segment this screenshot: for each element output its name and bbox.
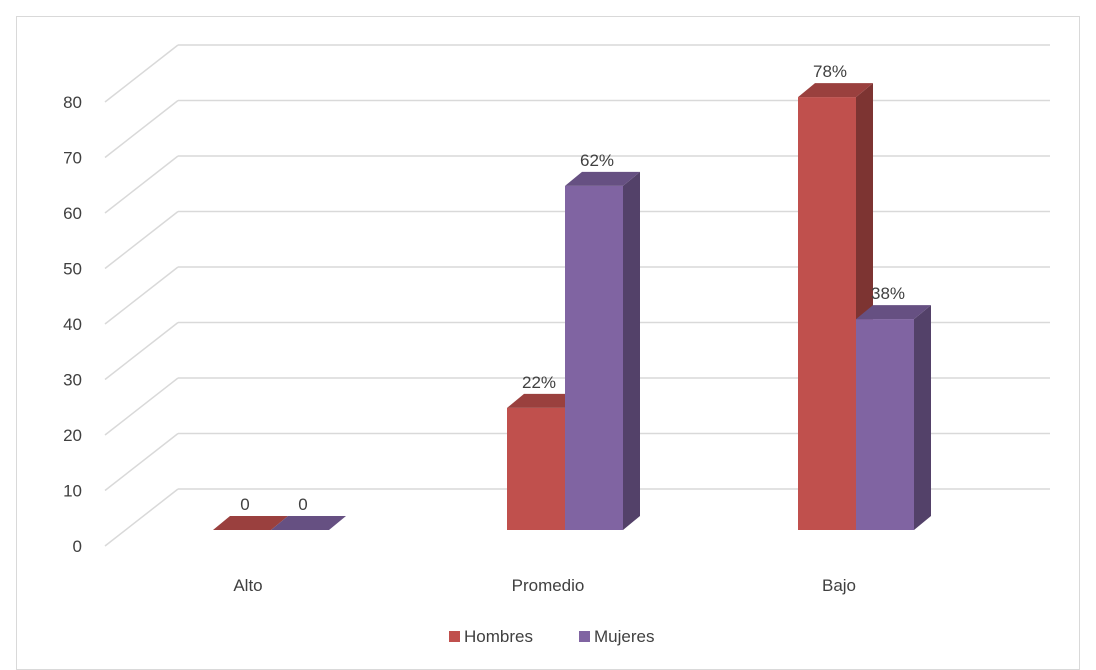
bar-top-mujeres-bajo bbox=[856, 305, 931, 320]
y-tick-label: 60 bbox=[63, 204, 82, 223]
bar-side-mujeres-promedio bbox=[623, 171, 640, 530]
gridline-diagonal bbox=[104, 99, 179, 159]
y-tick-label: 10 bbox=[63, 482, 82, 501]
legend-label-hombres: Hombres bbox=[464, 627, 533, 646]
bar-top-mujeres-promedio bbox=[565, 171, 640, 186]
bar-top-mujeres-alto bbox=[271, 516, 346, 530]
data-label: 38% bbox=[871, 284, 905, 303]
legend-swatch-hombres bbox=[449, 631, 460, 642]
data-label: 62% bbox=[580, 151, 614, 170]
y-tick-label: 50 bbox=[63, 260, 82, 279]
gridline-diagonal bbox=[104, 432, 179, 492]
data-label: 0 bbox=[298, 495, 307, 514]
y-tick-label: 40 bbox=[63, 315, 82, 334]
x-category-label: Alto bbox=[233, 576, 262, 595]
gridline-diagonal bbox=[104, 44, 179, 103]
bar-side-mujeres-bajo bbox=[914, 305, 931, 530]
data-label: 0 bbox=[240, 495, 249, 514]
gridline-diagonal bbox=[104, 321, 179, 381]
gridline-diagonal bbox=[104, 155, 179, 214]
gridline-diagonal bbox=[104, 210, 179, 270]
bar-hombres-promedio bbox=[507, 407, 565, 530]
x-category-label: Bajo bbox=[822, 576, 856, 595]
bar-top-hombres-alto bbox=[213, 516, 288, 530]
bar-mujeres-promedio bbox=[565, 185, 623, 530]
gridline-diagonal bbox=[104, 266, 179, 325]
y-tick-label: 20 bbox=[63, 426, 82, 445]
bar-top-hombres-promedio bbox=[507, 393, 582, 408]
bar-mujeres-bajo bbox=[856, 319, 914, 530]
y-tick-label: 70 bbox=[63, 149, 82, 168]
data-label: 22% bbox=[522, 373, 556, 392]
gridline-diagonal bbox=[104, 488, 179, 547]
gridline-diagonal bbox=[104, 377, 179, 436]
bar-top-hombres-bajo bbox=[798, 83, 873, 98]
x-category-label: Promedio bbox=[512, 576, 585, 595]
legend-swatch-mujeres bbox=[579, 631, 590, 642]
y-tick-label: 80 bbox=[63, 93, 82, 112]
data-label: 78% bbox=[813, 62, 847, 81]
legend-label-mujeres: Mujeres bbox=[594, 627, 654, 646]
y-tick-label: 0 bbox=[73, 537, 82, 556]
y-tick-label: 30 bbox=[63, 371, 82, 390]
bar-hombres-bajo bbox=[798, 97, 856, 530]
